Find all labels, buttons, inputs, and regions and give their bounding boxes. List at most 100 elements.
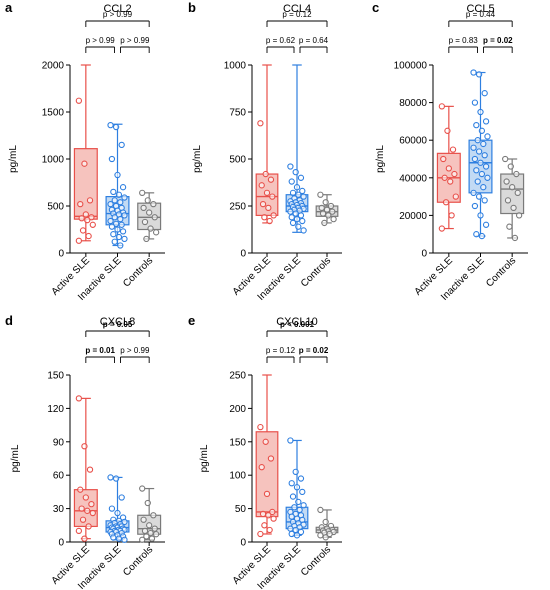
data-point <box>79 227 87 234</box>
data-point <box>263 490 271 498</box>
data-point <box>88 500 95 508</box>
data-point <box>114 171 121 179</box>
data-point <box>139 485 146 492</box>
data-point <box>300 193 307 200</box>
p-value-label: p = 0.64 <box>299 36 329 45</box>
data-point <box>147 529 154 537</box>
data-point <box>445 165 452 172</box>
data-point <box>266 217 273 225</box>
data-point <box>118 494 125 501</box>
y-tick-label: 0 <box>240 538 246 549</box>
data-point <box>143 533 150 540</box>
data-point <box>297 212 305 219</box>
data-point <box>117 199 124 206</box>
p-value-label: p > 0.99 <box>103 10 133 19</box>
data-point <box>293 532 301 539</box>
data-point <box>257 120 264 127</box>
data-point <box>299 187 306 195</box>
p-value-label: p > 0.99 <box>120 36 150 45</box>
y-tick-label: 0 <box>421 249 427 260</box>
data-point <box>291 504 298 511</box>
y-tick-label: 150 <box>229 437 246 448</box>
data-point <box>322 199 329 206</box>
data-point <box>322 534 329 541</box>
p-value-label: p = 0.44 <box>466 10 496 19</box>
data-point <box>114 509 121 517</box>
data-point <box>257 423 264 431</box>
data-point <box>293 184 301 191</box>
data-point <box>514 189 521 196</box>
data-point <box>473 167 480 174</box>
data-point <box>482 221 490 228</box>
p-value-label: p = 0.01 <box>85 346 115 355</box>
data-point <box>152 531 160 538</box>
data-point <box>471 155 479 163</box>
data-point <box>265 512 272 519</box>
p-value-label: p = 0.05 <box>103 320 133 329</box>
data-point <box>112 475 120 482</box>
data-point <box>478 232 486 240</box>
data-point <box>481 152 488 159</box>
data-point <box>110 188 117 196</box>
data-point <box>441 174 448 181</box>
data-point <box>107 200 114 208</box>
data-point <box>293 216 301 223</box>
data-point <box>261 522 268 529</box>
data-point <box>507 163 514 170</box>
data-point <box>484 133 491 140</box>
data-point <box>287 208 294 215</box>
data-point <box>115 233 123 241</box>
data-point <box>317 191 324 198</box>
data-point <box>141 527 149 535</box>
panel-letter: a <box>5 0 13 15</box>
data-point <box>111 238 118 245</box>
box-iqr <box>73 148 98 220</box>
data-point <box>117 216 124 223</box>
data-point <box>110 534 117 541</box>
y-tick-label: 0 <box>240 249 246 260</box>
data-point <box>88 214 95 221</box>
y-tick-label: 0 <box>58 538 64 549</box>
data-point <box>77 200 84 208</box>
data-point <box>267 455 275 462</box>
data-point <box>471 99 479 106</box>
data-point <box>139 189 146 196</box>
data-point <box>484 174 491 181</box>
p-value-label: p > 0.99 <box>86 36 116 45</box>
data-point <box>474 137 481 144</box>
data-point <box>473 231 480 238</box>
x-tick-label: Controls <box>299 544 333 578</box>
data-point <box>452 193 459 200</box>
data-point <box>481 90 488 97</box>
data-point <box>108 155 116 163</box>
data-point <box>150 512 157 519</box>
data-point <box>84 216 91 224</box>
y-tick-label: 1500 <box>42 108 65 119</box>
data-point <box>293 484 301 491</box>
data-point <box>151 525 158 532</box>
data-point <box>513 170 520 178</box>
data-point <box>75 97 83 104</box>
y-tick-label: 250 <box>229 202 246 213</box>
data-point <box>475 193 483 200</box>
y-tick-label: 90 <box>53 437 65 448</box>
data-point <box>515 212 523 219</box>
data-point <box>289 493 297 500</box>
data-point <box>262 438 269 445</box>
data-point <box>89 509 96 517</box>
y-tick-label: 0 <box>58 249 64 260</box>
data-point <box>295 223 302 230</box>
data-point <box>147 225 154 232</box>
data-point <box>146 209 153 216</box>
p-value-label: p = 0.62 <box>266 36 296 45</box>
data-point <box>444 127 451 134</box>
data-point <box>475 71 483 78</box>
data-point <box>78 505 85 512</box>
data-point <box>257 530 264 538</box>
data-point <box>117 242 124 249</box>
data-point <box>82 494 89 501</box>
data-point <box>478 170 486 178</box>
data-point <box>119 184 127 191</box>
